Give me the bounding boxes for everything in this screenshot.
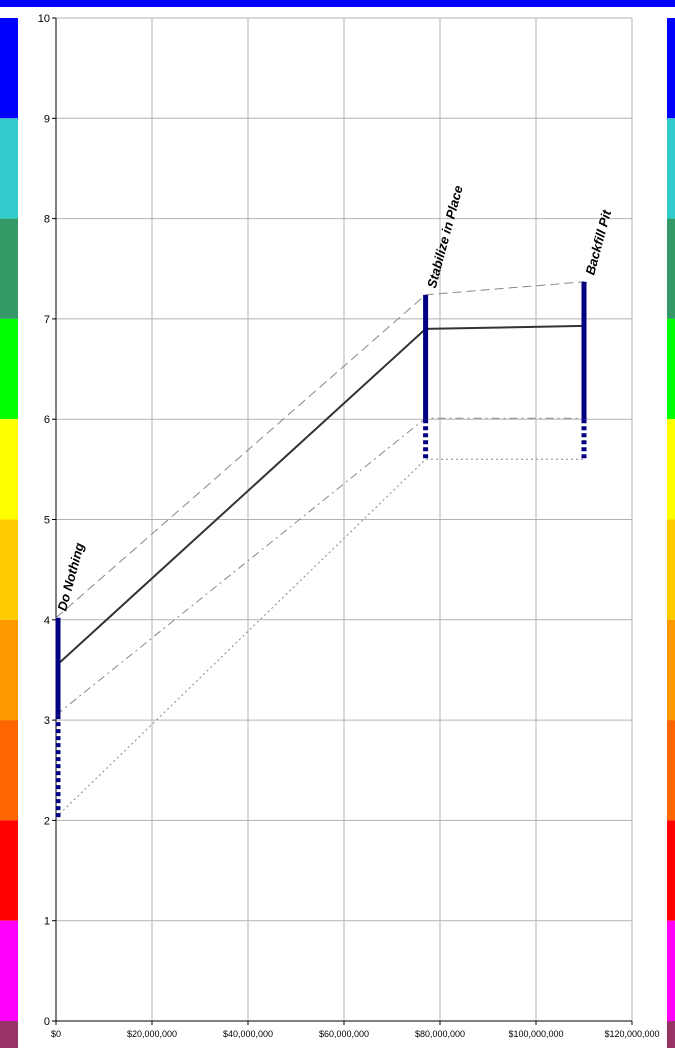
y-tick-label-10: 10	[38, 13, 50, 25]
x-tick-label-0: $0	[51, 1029, 61, 1039]
color-band-left-6	[0, 620, 18, 720]
color-band-right-10	[667, 1021, 675, 1048]
x-tick-label-6: $120,000,000	[604, 1029, 659, 1039]
color-band-right-2	[667, 219, 675, 319]
y-tick-label-9: 9	[44, 113, 50, 125]
y-tick-label-7: 7	[44, 314, 50, 326]
x-tick-label-1: $20,000,000	[127, 1029, 177, 1039]
color-band-right-5	[667, 520, 675, 620]
color-band-left-3	[0, 319, 18, 419]
x-tick-label-2: $40,000,000	[223, 1029, 273, 1039]
color-band-right-7	[667, 720, 675, 820]
color-band-right-1	[667, 118, 675, 218]
color-band-left-8	[0, 820, 18, 920]
color-band-left-4	[0, 419, 18, 519]
y-tick-label-6: 6	[44, 414, 50, 426]
color-band-left-2	[0, 219, 18, 319]
color-band-left-5	[0, 520, 18, 620]
color-scale-left	[0, 18, 18, 1048]
plot-area	[18, 7, 667, 1048]
x-tick-label-4: $80,000,000	[415, 1029, 465, 1039]
color-band-right-0	[667, 18, 675, 118]
y-tick-label-1: 1	[44, 916, 50, 928]
y-tick-label-5: 5	[44, 515, 50, 527]
color-band-right-8	[667, 820, 675, 920]
x-tick-label-5: $100,000,000	[508, 1029, 563, 1039]
color-band-left-7	[0, 720, 18, 820]
color-band-left-0	[0, 18, 18, 118]
color-band-left-9	[0, 921, 18, 1021]
y-tick-label-3: 3	[44, 715, 50, 727]
x-tick-label-3: $60,000,000	[319, 1029, 369, 1039]
color-band-left-1	[0, 118, 18, 218]
y-tick-label-8: 8	[44, 214, 50, 226]
color-band-right-4	[667, 419, 675, 519]
color-scale-right	[667, 18, 675, 1048]
y-tick-label-4: 4	[44, 615, 50, 627]
color-band-right-6	[667, 620, 675, 720]
color-band-right-9	[667, 921, 675, 1021]
y-tick-label-2: 2	[44, 815, 50, 827]
y-tick-label-0: 0	[44, 1016, 50, 1028]
color-band-right-3	[667, 319, 675, 419]
color-band-left-10	[0, 1021, 18, 1048]
color-scale-top-strip	[0, 0, 675, 7]
